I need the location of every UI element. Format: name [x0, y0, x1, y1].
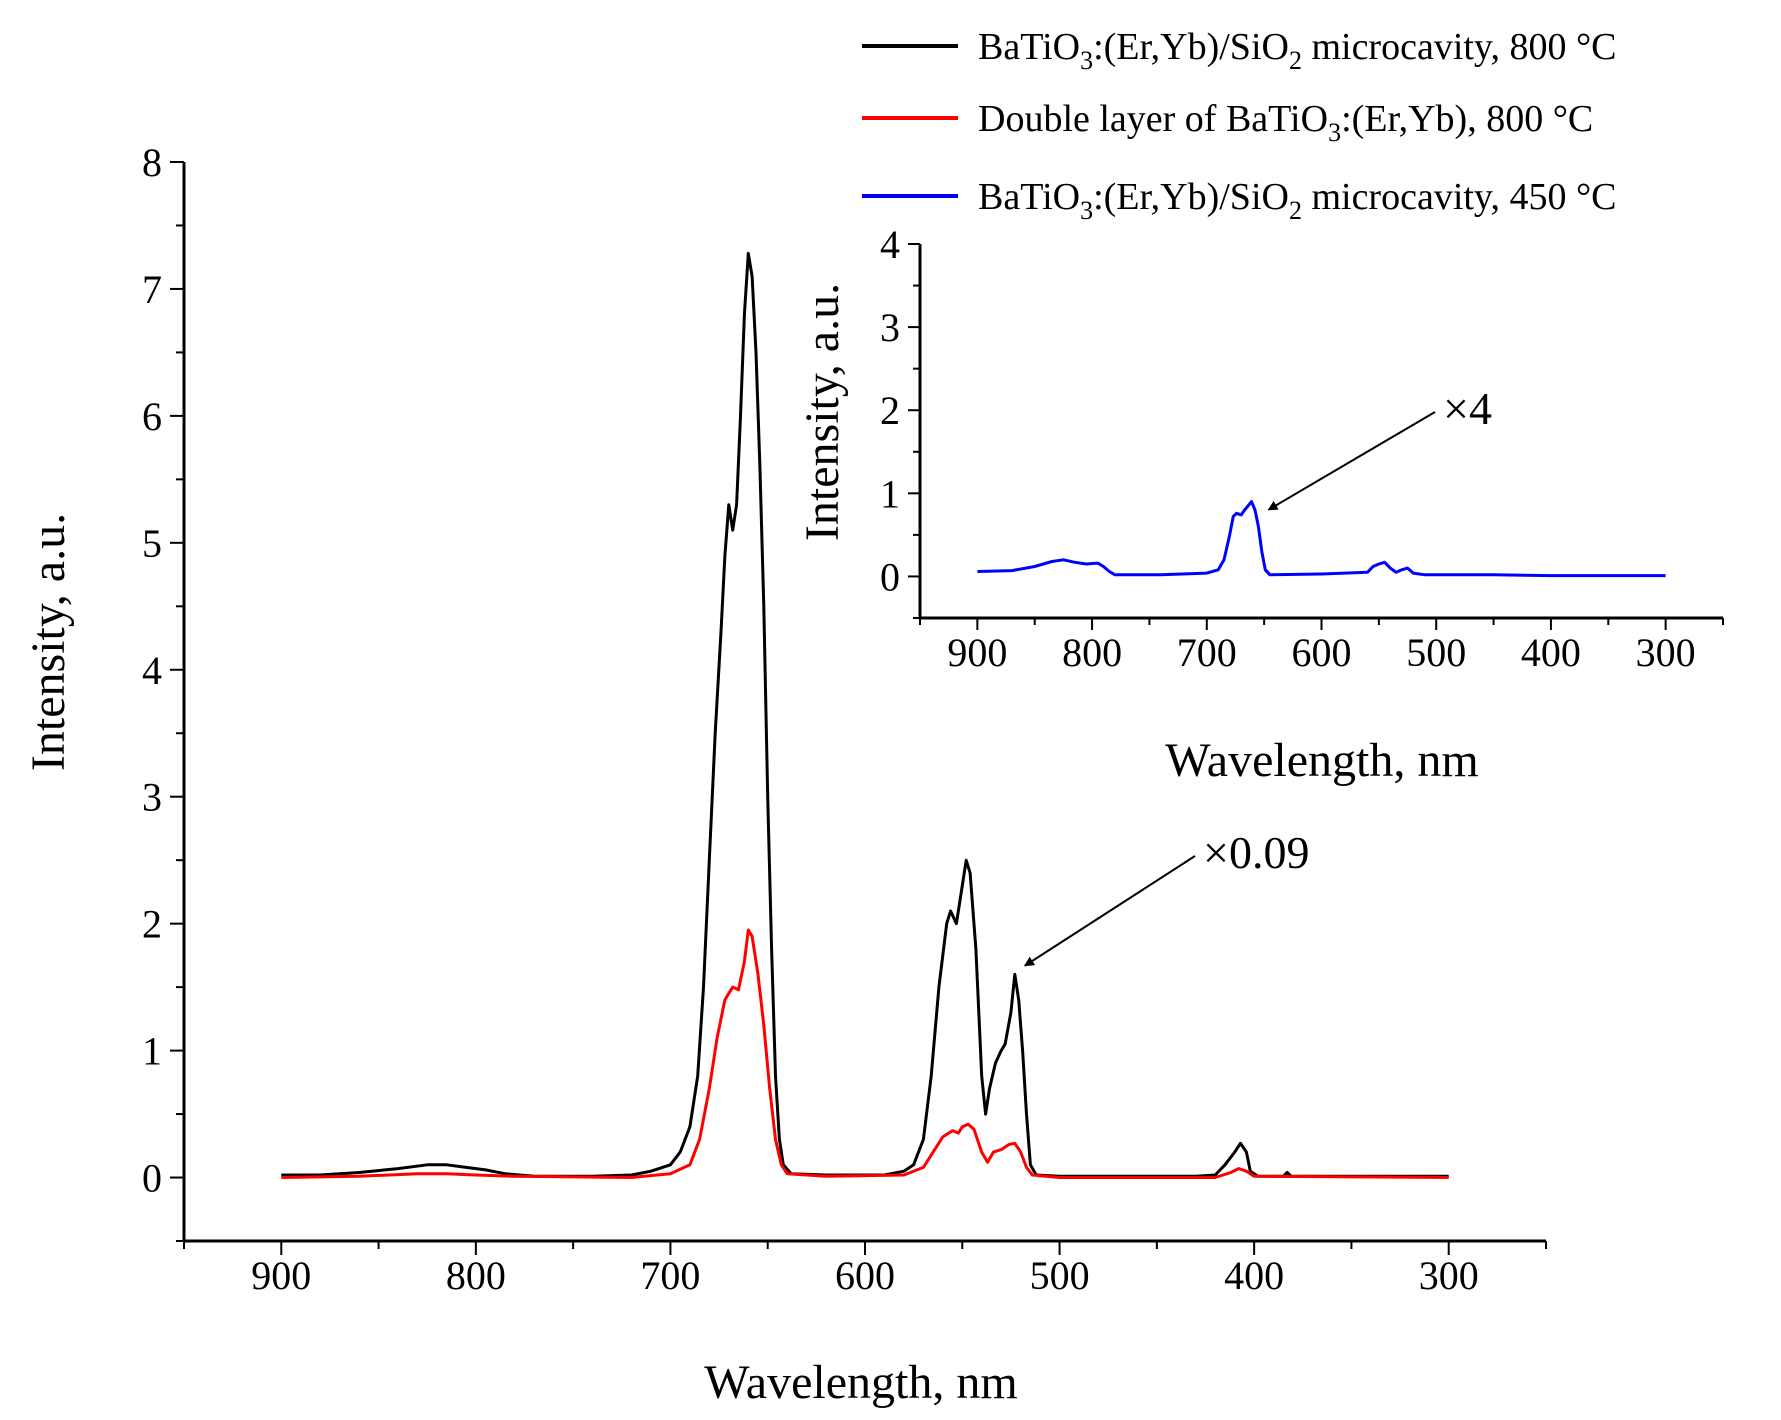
main-annotation-arrow: [1023, 855, 1196, 967]
inset-y-tick-label: 4: [880, 222, 900, 267]
main-x-tick-label: 900: [251, 1253, 311, 1298]
inset-x-tick-label: 700: [1177, 630, 1237, 675]
main-y-tick-label: 3: [142, 775, 162, 820]
main-x-tick-label: 700: [640, 1253, 700, 1298]
legend-label-0: BaTiO3:(Er,Yb)/SiO2 microcavity, 800 °C: [978, 26, 1617, 75]
main-y-ticks: 0 1 2 3 4 5 6 7 8: [142, 140, 184, 1242]
main-x-tick-label: 600: [835, 1253, 895, 1298]
main-x-tick-label: 500: [1030, 1253, 1090, 1298]
inset-x-tick-label: 500: [1406, 630, 1466, 675]
main-x-ticks: 900 800 700 600 500 400 300: [183, 1241, 1547, 1298]
main-y-tick-label: 2: [142, 902, 162, 947]
main-y-tick-label: 1: [142, 1029, 162, 1074]
legend: BaTiO3:(Er,Yb)/SiO2 microcavity, 800 °C D…: [862, 26, 1617, 225]
inset-series-line-0: [977, 500, 1666, 578]
main-series-line-0: [281, 251, 1449, 1178]
main-x-tick-label: 400: [1224, 1253, 1284, 1298]
inset-y-axis-title: Intensity, a.u.: [796, 283, 849, 541]
main-x-tick-label: 800: [446, 1253, 506, 1298]
inset-x-tick-label: 600: [1292, 630, 1352, 675]
main-x-axis-title: Wavelength, nm: [704, 1356, 1017, 1409]
inset-x-ticks: 900 800 700 600 500 400 300: [919, 618, 1724, 675]
main-y-axis-title: Intensity, a.u.: [22, 513, 75, 771]
inset-x-tick-label: 900: [947, 630, 1007, 675]
inset-x-tick-label: 400: [1521, 630, 1581, 675]
main-annotation-label: ×0.09: [1203, 827, 1309, 878]
inset-plot: 900 800 700 600 500 400 300 0 1 2 3 4 Wavelength, …: [796, 222, 1724, 787]
inset-series-group: [977, 500, 1666, 578]
main-y-tick-label: 4: [142, 648, 162, 693]
main-series-line-1: [281, 928, 1449, 1179]
inset-annotation-arrow: [1267, 411, 1436, 511]
main-plot: 900 800 700 600 500 400 300 0 1 2 3 4 5 6 7 8 Waveleng…: [22, 140, 1547, 1409]
inset-y-tick-label: 0: [880, 554, 900, 599]
inset-annotation-label: ×4: [1443, 383, 1492, 434]
inset-y-tick-label: 1: [880, 471, 900, 516]
inset-y-tick-label: 3: [880, 305, 900, 350]
inset-y-ticks: 0 1 2 3 4: [880, 222, 920, 619]
inset-x-tick-label: 800: [1062, 630, 1122, 675]
inset-x-axis-title: Wavelength, nm: [1165, 734, 1478, 787]
main-series-group: [281, 251, 1449, 1179]
legend-label-1: Double layer of BaTiO3:(Er,Yb), 800 °C: [978, 98, 1593, 147]
main-y-tick-label: 5: [142, 521, 162, 566]
main-y-tick-label: 0: [142, 1156, 162, 1201]
legend-label-2: BaTiO3:(Er,Yb)/SiO2 microcavity, 450 °C: [978, 176, 1617, 225]
main-y-tick-label: 6: [142, 394, 162, 439]
main-y-tick-label: 8: [142, 140, 162, 185]
inset-y-tick-label: 2: [880, 388, 900, 433]
main-y-tick-label: 7: [142, 267, 162, 312]
main-x-tick-label: 300: [1419, 1253, 1479, 1298]
inset-x-tick-label: 300: [1636, 630, 1696, 675]
